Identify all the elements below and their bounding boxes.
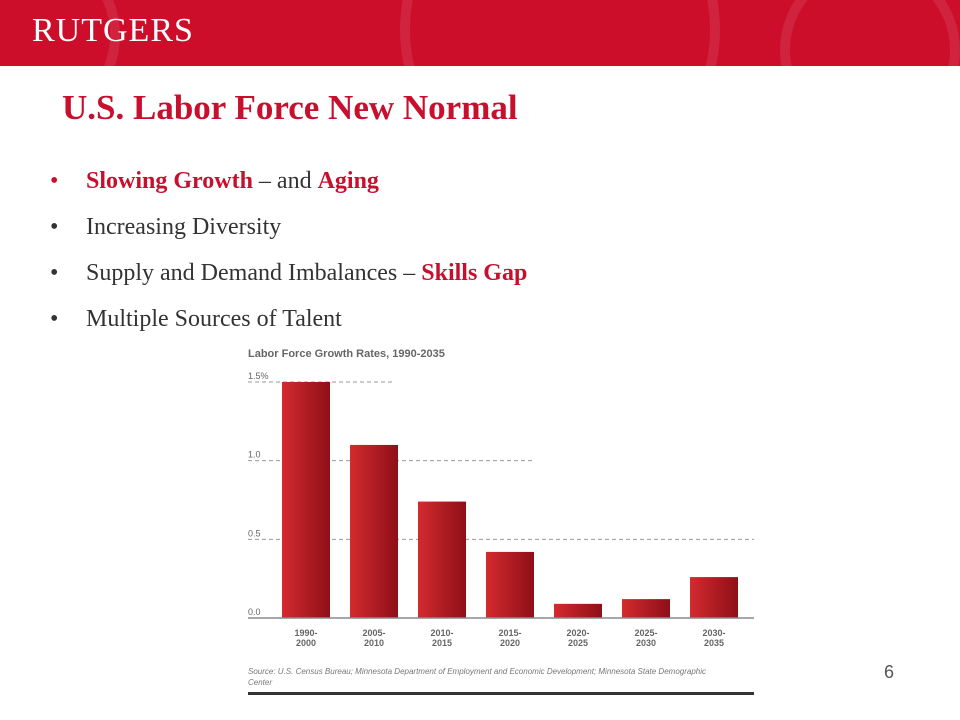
bar [486, 551, 534, 618]
bullet-glyph: • [50, 306, 59, 332]
slide-title: U.S. Labor Force New Normal [62, 88, 518, 127]
bar [554, 603, 602, 618]
y-tick-label: 0.5 [248, 528, 261, 538]
x-tick-label: 2020- [566, 628, 589, 638]
bullet-highlight-text: Slowing Growth [86, 168, 253, 194]
seal-watermark [0, 0, 120, 66]
bullet-item: • Supply and Demand Imbalances – Skills G… [50, 250, 527, 296]
x-tick-label: 2000 [296, 638, 316, 648]
bullet-glyph: • [50, 214, 59, 240]
source-rule [248, 692, 754, 695]
rutgers-logo: RUTGERS [32, 12, 194, 49]
bullet-list: • Slowing Growth – and Aging • Increasing D… [50, 158, 527, 342]
bar [418, 501, 466, 618]
bullet-text: Supply and Demand Imbalances – [86, 260, 422, 286]
x-tick-label: 2025 [568, 638, 588, 648]
seal-watermark [780, 0, 960, 66]
seal-watermark [400, 0, 720, 66]
y-tick-label: 1.5% [248, 371, 269, 381]
bullet-glyph: • [50, 260, 59, 286]
x-tick-label: 2035 [704, 638, 724, 648]
chart-title: Labor Force Growth Rates, 1990-2035 [248, 348, 445, 360]
bar [622, 599, 670, 618]
chart-source: Source: U.S. Census Bureau; Minnesota De… [248, 667, 707, 687]
bar [350, 444, 398, 618]
x-tick-label: 2010- [430, 628, 453, 638]
x-tick-label: 1990- [294, 628, 317, 638]
bullet-item: • Slowing Growth – and Aging [50, 158, 527, 204]
x-tick-label: 2030- [702, 628, 725, 638]
bullet-highlight-text: Skills Gap [421, 260, 528, 286]
bullet-text: Increasing Diversity [86, 214, 282, 240]
x-tick-label: 2015 [432, 638, 452, 648]
chart-plot: 0.00.51.01.5%1990-20002005-20102010-2015… [248, 371, 754, 648]
bullet-item: • Multiple Sources of Talent [50, 296, 527, 342]
header-banner: RUTGERS [0, 0, 960, 66]
y-tick-label: 0.0 [248, 607, 261, 617]
y-tick-label: 1.0 [248, 450, 261, 460]
bullet-text: – and [252, 168, 318, 194]
bullet-highlight-text: Aging [317, 168, 379, 194]
bullet-text: Multiple Sources of Talent [86, 306, 342, 332]
x-tick-label: 2030 [636, 638, 656, 648]
x-tick-label: 2025- [634, 628, 657, 638]
bar [690, 577, 738, 618]
x-tick-label: 2010 [364, 638, 384, 648]
chart: 0.0 0.5 1.0 1.5% 1990- 2000 2005- 2010 2010- 2015… [246, 340, 756, 700]
bar [282, 382, 330, 618]
bullet-item: • Increasing Diversity [50, 204, 527, 250]
x-tick-label: 2020 [500, 638, 520, 648]
x-tick-label: 2005- [362, 628, 385, 638]
bullet-glyph: • [50, 168, 59, 194]
page-number: 6 [884, 662, 895, 682]
x-tick-label: 2015- [498, 628, 521, 638]
